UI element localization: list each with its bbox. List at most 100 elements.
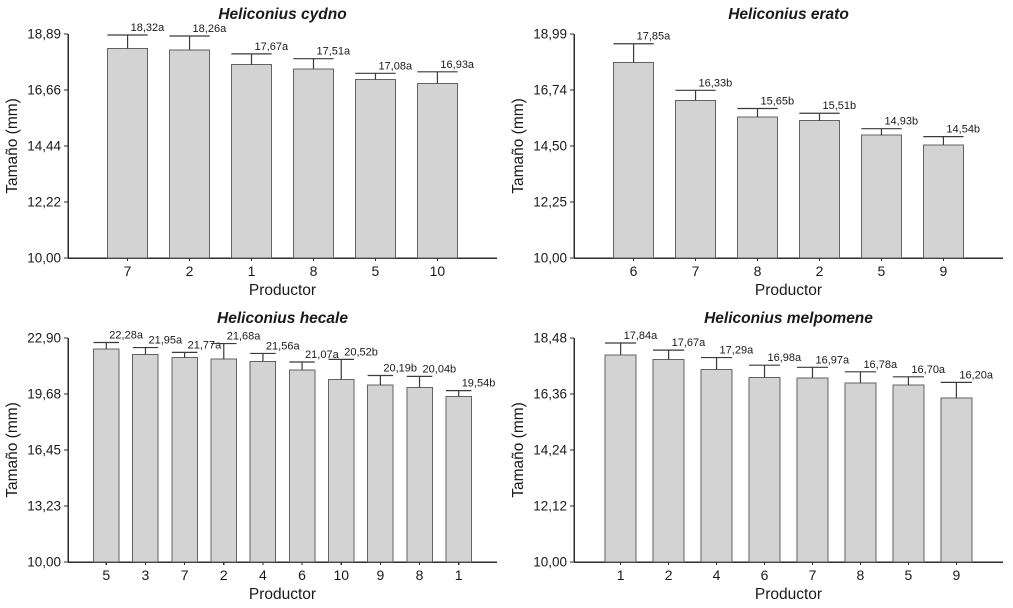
y-tick-label: 19,68 <box>27 387 61 402</box>
x-axis-label: Productor <box>249 282 316 299</box>
x-category-label-7: 7 <box>692 263 700 279</box>
y-tick-label: 14,24 <box>533 443 567 458</box>
x-category-label-5: 5 <box>102 567 110 583</box>
bar-value-label: 16,98a <box>768 352 803 364</box>
bar-productor-9 <box>940 397 973 563</box>
x-category-label-7: 7 <box>809 567 817 583</box>
bar-productor-2 <box>168 49 211 259</box>
bar-productor-6 <box>288 369 316 563</box>
bar-value-label: 17,51a <box>316 46 351 58</box>
y-tick-label: 16,74 <box>533 83 567 98</box>
bar-productor-4 <box>249 360 277 563</box>
bar-value-label: 16,78a <box>863 359 898 371</box>
bar-productor-7 <box>106 47 149 259</box>
chart-title-heliconius-melpomene: Heliconius melpomene <box>704 310 873 327</box>
bar-productor-9 <box>367 384 394 563</box>
bar-productor-6 <box>748 377 781 563</box>
chart-heliconius-melpomene: Heliconius melpomene Tamaño (mm) Productor… <box>510 310 1003 603</box>
y-axis-label: Tamaño (mm) <box>510 98 527 194</box>
x-category-label-9: 9 <box>376 567 384 583</box>
x-category-label-1: 1 <box>617 567 625 583</box>
x-category-label-5: 5 <box>878 263 886 279</box>
bar-productor-7 <box>674 99 717 259</box>
bar-value-label: 15,51b <box>822 100 856 112</box>
bar-productor-2 <box>798 120 841 259</box>
y-tick-label: 16,45 <box>27 443 61 458</box>
chart-heliconius-cydno: Heliconius cydno Tamaño (mm) Productor 10,0… <box>4 6 497 299</box>
bar-value-label: 15,65b <box>761 96 795 108</box>
x-axis-label: Productor <box>755 586 822 603</box>
bar-value-label: 21,77a <box>188 339 223 351</box>
x-category-label-4: 4 <box>713 567 721 583</box>
bar-value-label: 22,28a <box>109 330 144 342</box>
y-tick-label: 10,00 <box>533 555 567 570</box>
bar-value-label: 19,54b <box>462 378 496 390</box>
x-category-label-10: 10 <box>430 263 446 279</box>
x-category-label-3: 3 <box>142 567 150 583</box>
y-tick-label: 18,99 <box>533 27 567 42</box>
chart-heliconius-erato: Heliconius erato Tamaño (mm) Productor 10,0… <box>510 6 1003 299</box>
x-category-label-2: 2 <box>186 263 194 279</box>
bar-productor-8 <box>844 382 877 563</box>
bar-value-label: 16,93a <box>440 59 475 71</box>
bar-value-label: 14,93b <box>884 116 918 128</box>
bar-productor-4 <box>700 368 733 563</box>
y-tick-label: 14,44 <box>27 139 61 154</box>
bar-value-label: 21,95a <box>148 335 183 347</box>
bar-productor-8 <box>292 68 335 259</box>
y-axis-label: Tamaño (mm) <box>510 402 527 498</box>
bar-productor-2 <box>210 358 237 563</box>
y-tick-label: 10,00 <box>27 251 61 266</box>
chart-heliconius-hecale: Heliconius hecale Tamaño (mm) Productor 10,… <box>4 310 497 603</box>
x-category-label-2: 2 <box>665 567 673 583</box>
y-tick-label: 14,50 <box>533 139 567 154</box>
bar-productor-6 <box>612 61 655 259</box>
x-category-label-2: 2 <box>816 263 824 279</box>
bar-value-label: 21,56a <box>266 340 301 352</box>
x-category-label-5: 5 <box>372 263 380 279</box>
bar-value-label: 18,32a <box>131 22 166 34</box>
x-category-label-1: 1 <box>248 263 256 279</box>
x-category-label-6: 6 <box>298 567 306 583</box>
chart-title-heliconius-cydno: Heliconius cydno <box>218 6 346 23</box>
y-tick-label: 12,22 <box>27 195 61 210</box>
bar-value-label: 17,84a <box>624 330 659 342</box>
x-category-label-7: 7 <box>124 263 132 279</box>
bar-productor-10 <box>328 378 355 563</box>
bar-value-label: 17,85a <box>637 31 672 43</box>
bar-productor-1 <box>230 64 273 259</box>
panel-heliconius-melpomene: Heliconius melpomene Tamaño (mm) Productor… <box>506 304 1013 608</box>
bar-productor-10 <box>416 82 459 259</box>
bar-value-label: 17,67a <box>255 41 290 53</box>
bar-productor-8 <box>736 116 779 259</box>
y-tick-label: 12,12 <box>533 499 567 514</box>
x-category-label-9: 9 <box>952 567 960 583</box>
bar-productor-5 <box>354 79 397 259</box>
bar-value-label: 20,52b <box>344 346 378 358</box>
bar-productor-1 <box>604 354 637 563</box>
x-category-label-1: 1 <box>455 567 463 583</box>
bar-productor-9 <box>922 144 965 259</box>
bar-value-label: 21,68a <box>227 331 262 343</box>
bar-productor-8 <box>406 387 433 563</box>
bar-value-label: 16,97a <box>815 354 850 366</box>
y-axis-label: Tamaño (mm) <box>4 98 21 194</box>
y-tick-label: 10,00 <box>533 251 567 266</box>
bar-value-label: 17,67a <box>672 337 707 349</box>
bar-value-label: 16,33b <box>699 77 733 89</box>
bar-productor-1 <box>445 395 472 563</box>
bar-productor-2 <box>652 358 685 563</box>
x-axis-label: Productor <box>249 586 316 603</box>
bar-productor-7 <box>171 357 198 563</box>
y-tick-label: 13,23 <box>27 499 61 514</box>
chart-title-heliconius-hecale: Heliconius hecale <box>217 310 348 327</box>
x-category-label-6: 6 <box>630 263 638 279</box>
y-tick-label: 12,25 <box>533 195 567 210</box>
panel-heliconius-cydno: Heliconius cydno Tamaño (mm) Productor 10,0… <box>0 0 506 304</box>
bar-value-label: 16,70a <box>911 364 946 376</box>
y-tick-label: 18,89 <box>27 27 61 42</box>
x-category-label-8: 8 <box>754 263 762 279</box>
y-tick-label: 22,90 <box>27 331 61 346</box>
panel-heliconius-erato: Heliconius erato Tamaño (mm) Productor 10,0… <box>506 0 1013 304</box>
